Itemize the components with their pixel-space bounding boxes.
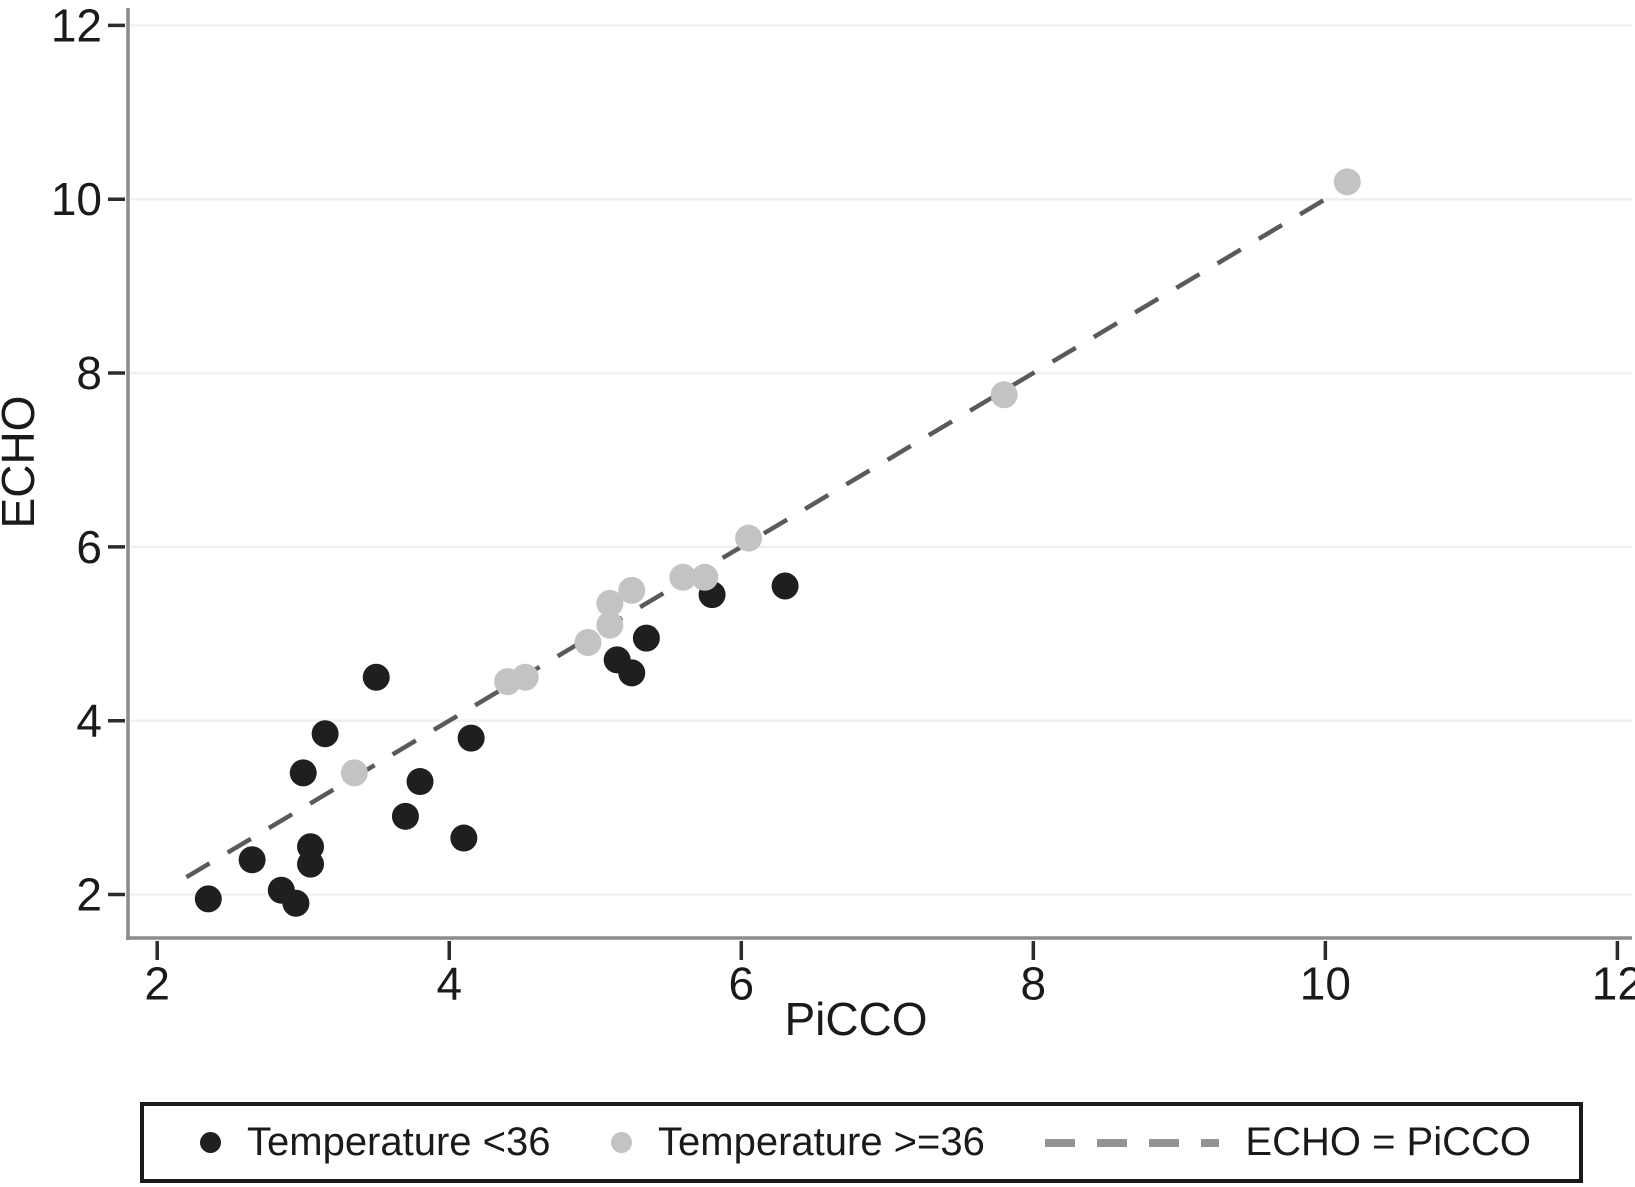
temp-gte36-marker-icon (611, 1132, 633, 1153)
svg-text:4: 4 (76, 695, 102, 747)
svg-text:10: 10 (51, 173, 102, 225)
x-axis-title: PiCCO (784, 993, 927, 1045)
svg-text:12: 12 (51, 0, 102, 51)
temp-lt36-marker-icon (200, 1132, 221, 1153)
tick-marks (108, 23, 1620, 960)
legend-item-temp-lt36-label: Temperature <36 (247, 1120, 551, 1164)
gridlines (130, 24, 1632, 896)
legend: Temperature <36 Temperature >=36 ECHO = … (140, 1102, 1583, 1183)
legend-item-temp-lt36: Temperature <36 (200, 1120, 551, 1165)
data-points (194, 168, 1361, 917)
svg-text:10: 10 (1300, 958, 1351, 1010)
svg-text:2: 2 (76, 869, 102, 921)
svg-text:12: 12 (1592, 958, 1635, 1010)
svg-text:4: 4 (436, 958, 462, 1010)
tick-labels: 2 4 6 8 10 12 2 4 6 8 10 12 (51, 0, 1635, 1010)
svg-text:6: 6 (76, 521, 102, 573)
y-axis-title: ECHO (0, 396, 44, 529)
svg-text:6: 6 (728, 958, 754, 1010)
legend-item-temp-gte36-label: Temperature >=36 (658, 1120, 985, 1164)
legend-item-identity-line: ECHO = PiCCO (1045, 1120, 1531, 1165)
svg-text:8: 8 (76, 347, 102, 399)
identity-line-marker-icon (1045, 1138, 1220, 1147)
identity-line (185, 179, 1356, 880)
svg-text:2: 2 (144, 958, 170, 1010)
legend-item-identity-line-label: ECHO = PiCCO (1245, 1120, 1531, 1164)
axes (126, 8, 1632, 940)
legend-item-temp-gte36: Temperature >=36 (611, 1120, 985, 1165)
svg-text:8: 8 (1021, 958, 1047, 1010)
